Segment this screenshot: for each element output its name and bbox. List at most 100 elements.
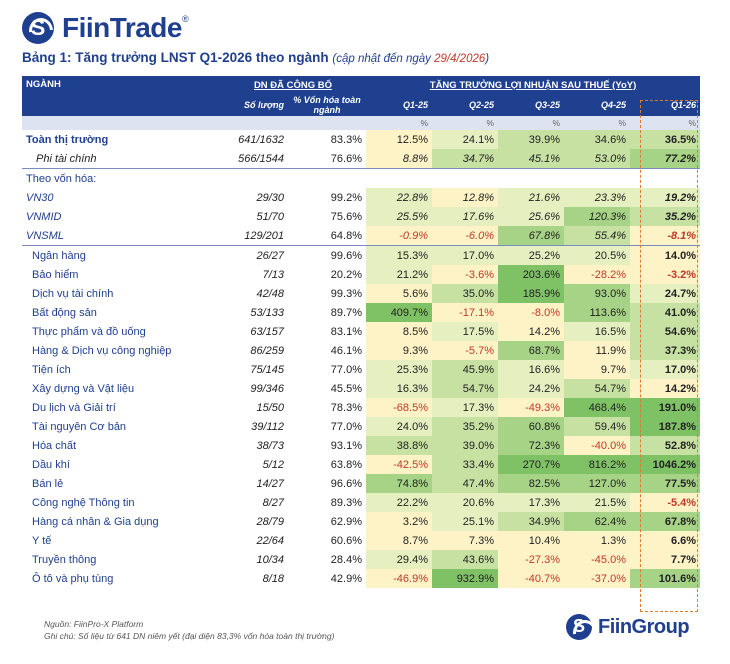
growth-cell-q4: 21.5% (564, 493, 630, 512)
growth-cell-q4: 62.4% (564, 512, 630, 531)
growth-cell-q3 (498, 169, 564, 189)
growth-cell-q2: 17.3% (432, 398, 498, 417)
row-name: Bất động sản (32, 306, 97, 319)
row-count: 99/346 (250, 382, 284, 395)
growth-cell-q1: 15.3% (366, 245, 432, 265)
row-count: 75/145 (250, 363, 284, 376)
growth-cell-q5: -3.2% (630, 265, 701, 284)
growth-cell-q2: 54.7% (432, 379, 498, 398)
row-count: 566/1544 (220, 149, 288, 169)
growth-cell-q4: 120.3% (564, 207, 630, 226)
growth-cell-q1: 74.8% (366, 474, 432, 493)
growth-cell-q4: 93.0% (564, 284, 630, 303)
growth-cell-q4: 16.5% (564, 322, 630, 341)
growth-cell-q3: 45.1% (498, 149, 564, 169)
growth-cell-q1: 12.5% (366, 130, 432, 149)
remark-note: Ghi chú: Số liệu từ 641 DN niêm yết (đại… (44, 631, 335, 641)
header-q2-25: Q2-25 (432, 94, 498, 116)
update-prefix: (cập nhật đến ngày (332, 53, 435, 65)
header-count: Số lượng (220, 94, 288, 116)
growth-cell-q4: 113.6% (564, 303, 630, 322)
growth-cell-q4: 9.7% (564, 360, 630, 379)
growth-cell-q3: 72.3% (498, 436, 564, 455)
row-count: 8/18 (262, 572, 284, 585)
table-row: Dịch vụ tài chính 42/48 99.3% 5.6% 35.0% 185.… (22, 284, 701, 303)
row-cap: 83.3% (330, 133, 362, 146)
growth-cell-q2: 34.7% (432, 149, 498, 169)
growth-cell-q3: 60.8% (498, 417, 564, 436)
growth-cell-q3: 16.6% (498, 360, 564, 379)
growth-cell-q3: 270.7% (498, 455, 564, 474)
growth-cell-q2: 35.0% (432, 284, 498, 303)
unit-label: % (432, 116, 498, 130)
growth-cell-q5: 1046.2% (630, 455, 701, 474)
table-row: Hóa chất 38/73 93.1% 38.8% 39.0% 72.3% -40.0% 5… (22, 436, 701, 455)
growth-cell-q3: -27.3% (498, 550, 564, 569)
growth-cell-q1: 8.7% (366, 531, 432, 550)
row-count: 51/70 (256, 210, 284, 223)
growth-cell-q1: 38.8% (366, 436, 432, 455)
row-cap: 78.3% (330, 401, 362, 414)
table-row: Thực phẩm và đồ uống 63/157 83.1% 8.5% 17.5%… (22, 322, 701, 341)
row-name: Bảo hiểm (32, 268, 79, 281)
growth-cell-q1: 22.2% (366, 493, 432, 512)
growth-cell-q4: -45.0% (564, 550, 630, 569)
growth-cell-q3: 24.2% (498, 379, 564, 398)
growth-cell-q4: 1.3% (564, 531, 630, 550)
growth-cell-q3: 10.4% (498, 531, 564, 550)
source-note: Nguồn: FiinPro-X Platform (44, 619, 144, 629)
row-cap: 62.9% (330, 515, 362, 528)
footnote: Nguồn: FiinPro-X Platform Ghi chú: Số li… (44, 618, 334, 642)
unit-label: % (564, 116, 630, 130)
header-sector: NGÀNH (22, 76, 220, 116)
growth-cell-q5: 67.8% (630, 512, 701, 531)
row-cap: 64.8% (288, 226, 366, 246)
growth-cell-q4: 59.4% (564, 417, 630, 436)
table-row: Xây dựng và Vật liệu 99/346 45.5% 16.3% 54.7… (22, 379, 701, 398)
fiingroup-logo-text: FiinGroup (598, 615, 690, 638)
growth-cell-q1 (366, 169, 432, 189)
growth-cell-q2: -5.7% (432, 341, 498, 360)
table-row: Tiện ích 75/145 77.0% 25.3% 45.9% 16.6% 9.7% 17… (22, 360, 701, 379)
growth-cell-q1: 29.4% (366, 550, 432, 569)
row-count: 38/73 (256, 439, 284, 452)
growth-cell-q5: 14.0% (630, 245, 701, 265)
growth-cell-q1: -0.9% (366, 226, 432, 246)
growth-cell-q5: 36.5% (630, 130, 701, 149)
row-count: 8/27 (262, 496, 284, 509)
growth-cell-q2: 33.4% (432, 455, 498, 474)
growth-cell-q4: 127.0% (564, 474, 630, 493)
growth-cell-q1: 25.5% (366, 207, 432, 226)
row-cap: 93.1% (330, 439, 362, 452)
row-cap: 96.6% (330, 477, 362, 490)
header-q3-25: Q3-25 (498, 94, 564, 116)
table-row: Bán lẻ 14/27 96.6% 74.8% 47.4% 82.5% 127.0% 77.… (22, 474, 701, 493)
profit-growth-table: NGÀNH DN ĐÃ CÔNG BỐ TĂNG TRƯỞNG LỢI NHUẬ… (22, 76, 701, 588)
growth-cell-q4: 20.5% (564, 245, 630, 265)
growth-cell-q5: 7.7% (630, 550, 701, 569)
growth-cell-q1: 3.2% (366, 512, 432, 531)
growth-cell-q1: 9.3% (366, 341, 432, 360)
row-name: Xây dựng và Vật liệu (32, 382, 135, 395)
table-row: Dầu khí 5/12 63.8% -42.5% 33.4% 270.7% 816.2% 1… (22, 455, 701, 474)
table-row: Ngân hàng 26/27 99.6% 15.3% 17.0% 25.2% 20.5% 1… (22, 245, 701, 265)
registered-mark: ® (181, 14, 189, 24)
growth-cell-q1: 8.8% (366, 149, 432, 169)
table-row: VNMID 51/70 75.6% 25.5% 17.6% 25.6% 120.3% 35.2… (22, 207, 701, 226)
growth-cell-q1: 24.0% (366, 417, 432, 436)
table-row: Công nghệ Thông tin 8/27 89.3% 22.2% 20.6% 17… (22, 493, 701, 512)
growth-cell-q1: 16.3% (366, 379, 432, 398)
growth-cell-q3: 82.5% (498, 474, 564, 493)
growth-cell-q4: 23.3% (564, 188, 630, 207)
growth-cell-q1: 5.6% (366, 284, 432, 303)
row-cap: 42.9% (330, 572, 362, 585)
row-cap: 63.8% (330, 458, 362, 471)
row-cap: 60.6% (330, 534, 362, 547)
row-name: Bán lẻ (32, 477, 64, 490)
growth-cell-q3: 203.6% (498, 265, 564, 284)
growth-cell-q1: -46.9% (366, 569, 432, 588)
growth-cell-q2: 17.6% (432, 207, 498, 226)
table-row: Theo vốn hóa: (22, 169, 700, 189)
growth-cell-q2: 35.2% (432, 417, 498, 436)
row-cap: 45.5% (330, 382, 362, 395)
